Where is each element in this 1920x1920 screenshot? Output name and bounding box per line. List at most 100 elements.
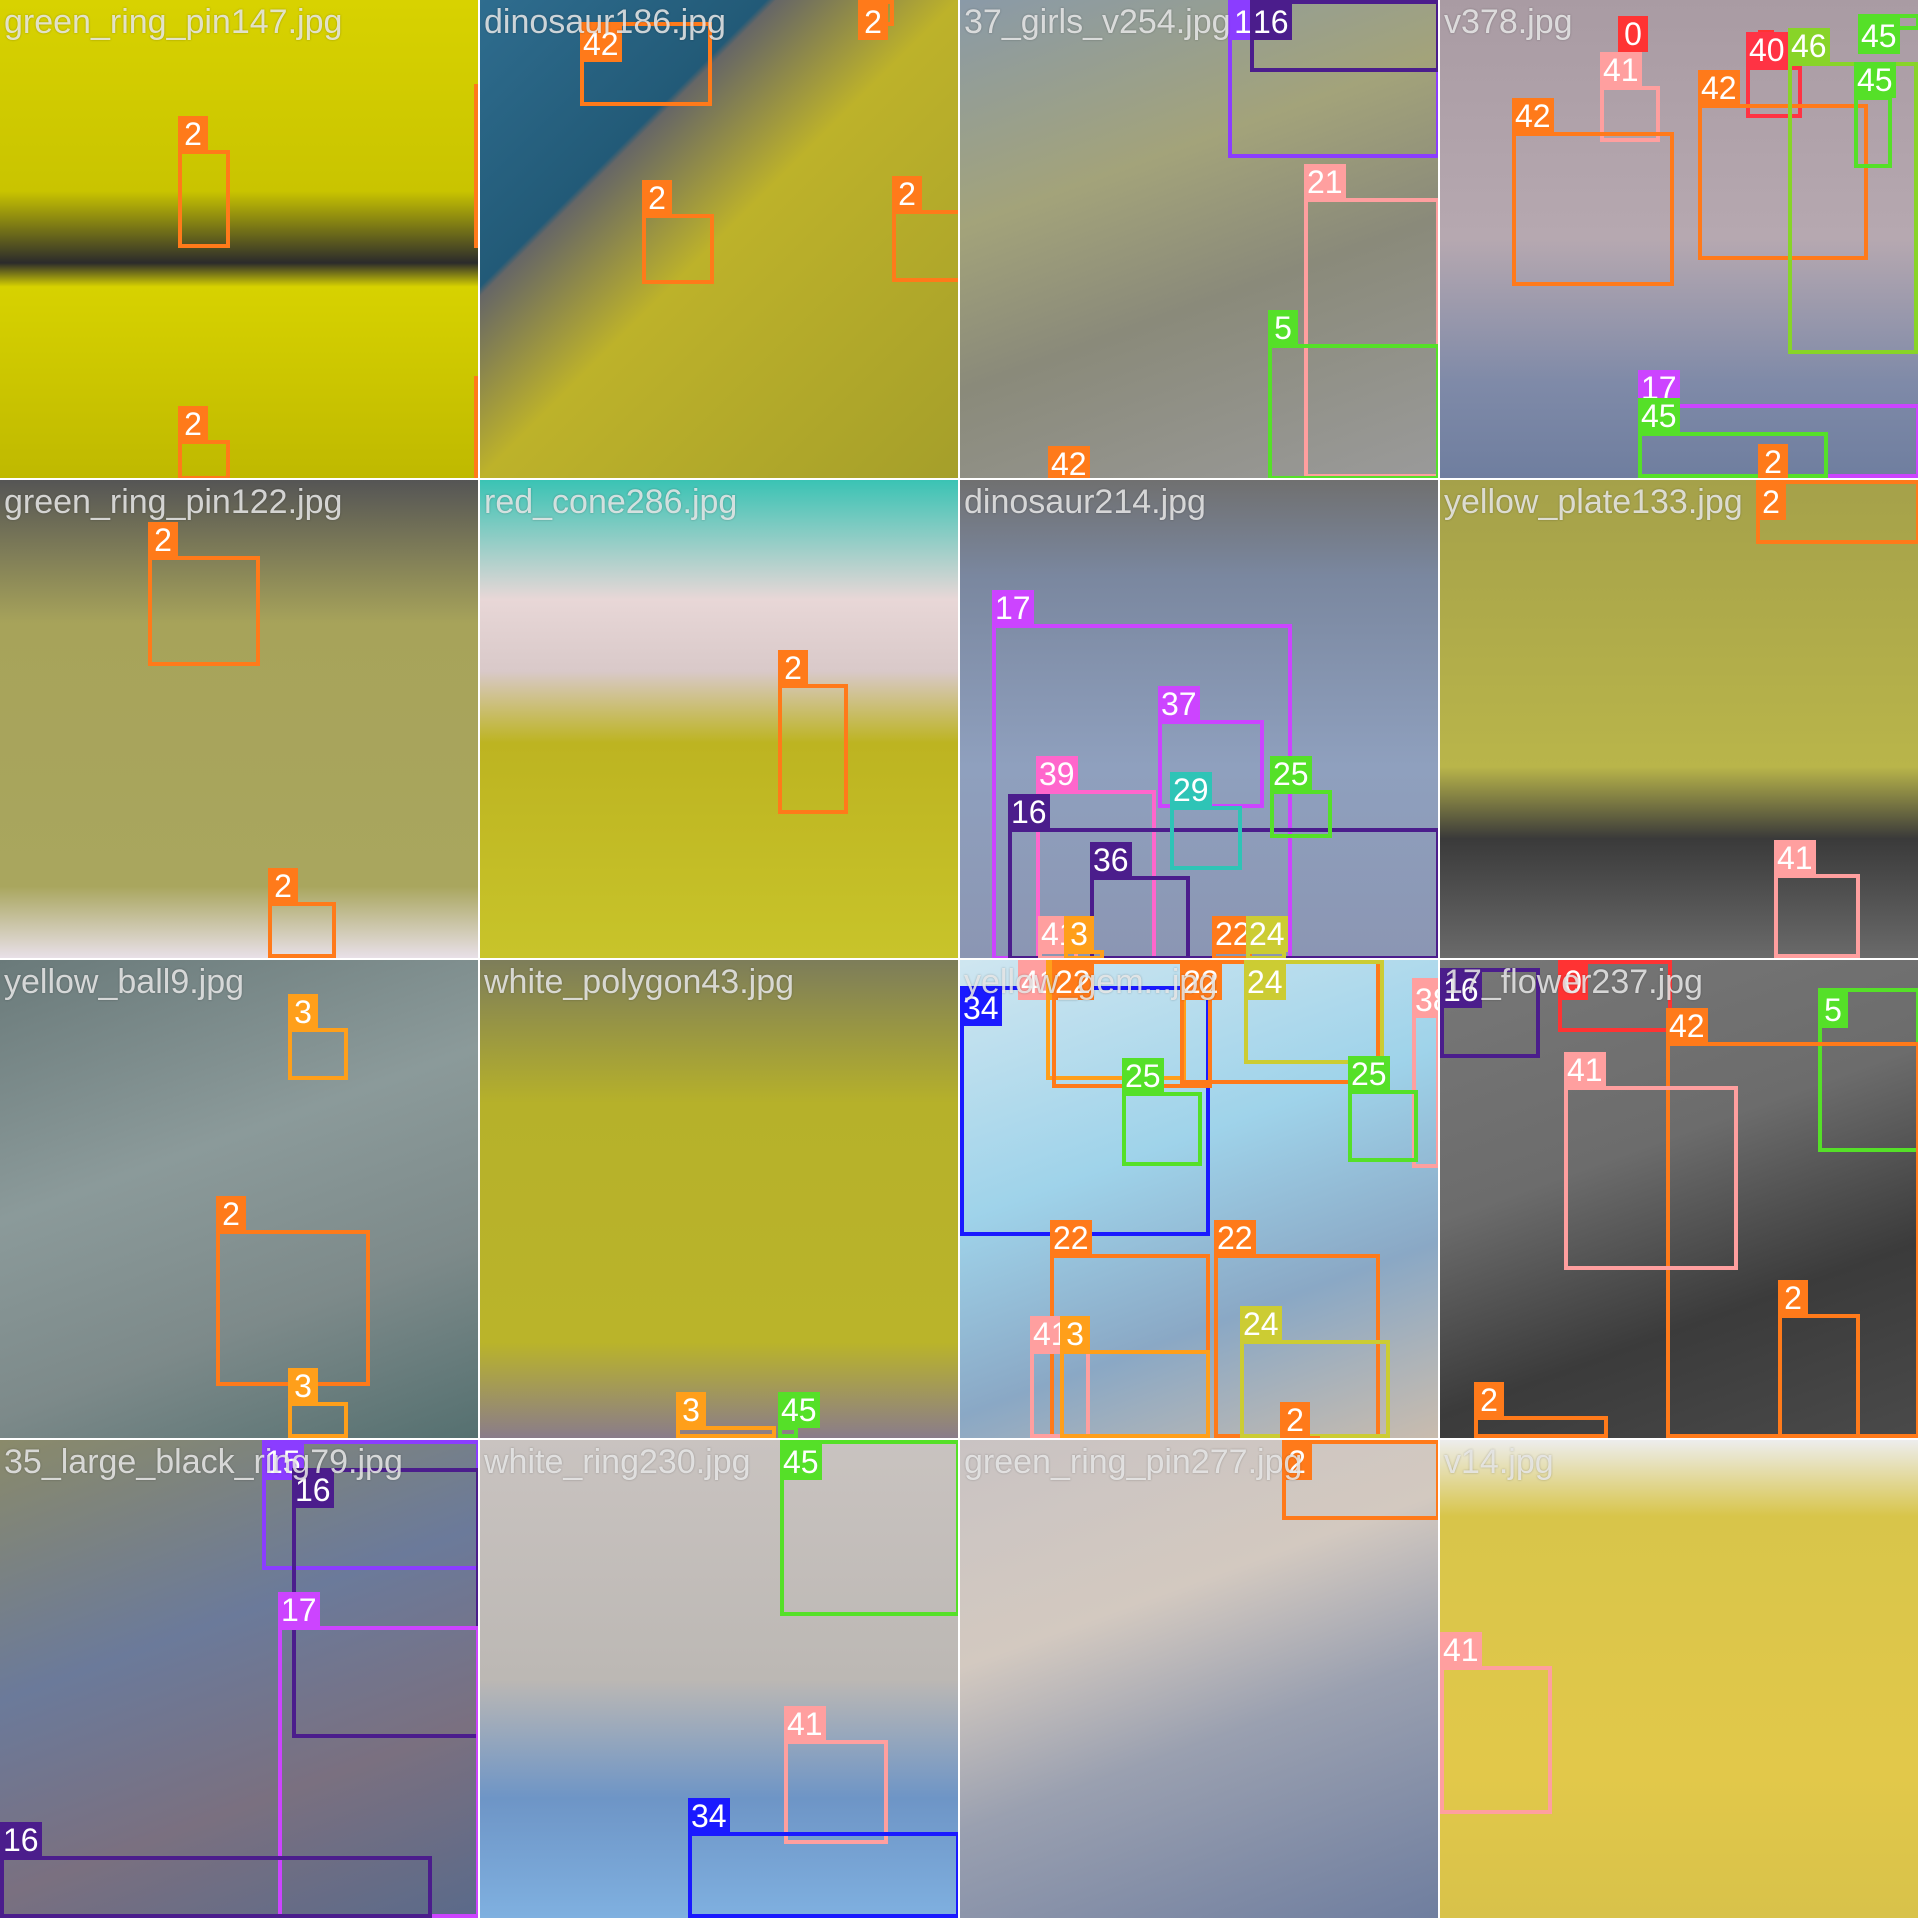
class-label: 29	[1170, 772, 1212, 808]
bounding-box: 0	[1558, 960, 1672, 1032]
bounding-box: 2	[892, 176, 958, 282]
bounding-box: 38	[1412, 978, 1438, 1168]
bounding-box: 2	[474, 376, 478, 478]
tile-image	[0, 0, 478, 478]
class-label: 42	[1512, 98, 1554, 134]
bounding-box: 5	[1268, 310, 1438, 478]
tile-filename: 35_large_black_ring79.jpg	[4, 1443, 403, 1481]
bounding-box: 41	[1774, 840, 1860, 958]
bounding-box: 45	[778, 1392, 820, 1438]
class-label: 3	[676, 1392, 706, 1428]
class-label: 3	[288, 994, 318, 1030]
class-label: 2	[216, 1196, 246, 1232]
bounding-box: 2	[1280, 1402, 1320, 1438]
class-label: 41	[1774, 840, 1816, 876]
mosaic-tile: 35_large_black_ring79.jpg 15 16 17 16	[0, 1440, 478, 1918]
mosaic-tile: yellow_ball9.jpg 3 2 3	[0, 960, 478, 1438]
class-label: 17	[278, 1592, 320, 1628]
class-label: 16	[292, 1472, 334, 1508]
bounding-box: 16	[1440, 968, 1540, 1058]
class-label: 2	[1280, 1402, 1310, 1438]
class-label: 2	[1756, 484, 1786, 520]
class-label: 16	[1008, 794, 1050, 830]
mosaic-tile: dinosaur186.jpg 42 2 2 2	[480, 0, 958, 478]
bounding-box: 16	[1250, 0, 1438, 72]
bounding-box: 24	[1240, 1306, 1390, 1438]
bounding-box: 2	[474, 84, 478, 248]
bounding-box: 34	[688, 1798, 958, 1918]
tile-image	[1440, 480, 1918, 958]
bounding-box: 45	[1858, 14, 1918, 54]
bounding-box: 45	[1638, 398, 1828, 478]
tile-filename: dinosaur186.jpg	[484, 3, 726, 41]
class-label: 39	[1036, 756, 1078, 792]
mosaic-tile: red_cone286.jpg 2	[480, 480, 958, 958]
class-label: 0	[1618, 16, 1648, 52]
bounding-box: 25	[1122, 1058, 1202, 1166]
mosaic-tile: yellow_plate133.jpg 2 41	[1440, 480, 1918, 958]
class-label: 3	[288, 1368, 318, 1404]
tile-image	[480, 0, 958, 478]
class-label: 25	[1122, 1058, 1164, 1094]
class-label: 46	[1788, 28, 1830, 64]
class-label: 22	[1180, 964, 1222, 1000]
tile-filename: green_ring_pin277.jpg	[964, 1443, 1303, 1481]
class-label: 36	[1090, 842, 1132, 878]
class-label: 3	[1064, 916, 1094, 952]
class-label: 2	[178, 406, 208, 442]
class-label: 41	[1564, 1052, 1606, 1088]
bounding-box: 42	[580, 22, 712, 106]
bounding-box: 41	[1440, 1632, 1552, 1814]
class-label: 2	[1282, 1444, 1312, 1480]
mosaic-tile: 17_flower237.jpg 16 0 5 42 41 2 2	[1440, 960, 1918, 1438]
bounding-box: 24	[1246, 916, 1288, 958]
bounding-box: 41	[1600, 52, 1660, 142]
class-label: 2	[474, 84, 478, 120]
mosaic-tile: green_ring_pin277.jpg 2	[960, 1440, 1438, 1918]
tile-image	[960, 0, 1438, 478]
mosaic-tile: white_ring230.jpg 45 41 34	[480, 1440, 958, 1918]
class-label: 2	[858, 4, 888, 40]
tile-filename: 37_girls_v254.jpg	[964, 3, 1231, 41]
bounding-box: 42	[1666, 1008, 1918, 1438]
bounding-box: 36	[1090, 842, 1190, 958]
tile-image	[0, 480, 478, 958]
class-label: 22	[1214, 1220, 1256, 1256]
class-label: 2	[474, 376, 478, 412]
tile-image	[1440, 1440, 1918, 1918]
class-label: 2	[1778, 1280, 1808, 1316]
class-label: 2	[1474, 1382, 1504, 1418]
tile-filename: green_ring_pin122.jpg	[4, 483, 343, 521]
mosaic-tile: dinosaur214.jpg 17 37 39 16 29 25 36 41 3 22 24	[960, 480, 1438, 958]
bounding-box: 46	[1788, 28, 1918, 354]
tile-filename: white_ring230.jpg	[484, 1443, 751, 1481]
class-label: 34	[960, 990, 1002, 1026]
bounding-box: 2	[778, 650, 848, 814]
class-label: 16	[1250, 4, 1292, 40]
class-label: 22	[1050, 1220, 1092, 1256]
class-label: 42	[1048, 446, 1090, 478]
bounding-box: 45	[780, 1440, 958, 1616]
bounding-box: 21	[1304, 164, 1438, 478]
class-label: 2	[268, 868, 298, 904]
bounding-box: 41	[1564, 1052, 1738, 1270]
class-label: 21	[1304, 164, 1346, 200]
tile-filename: yellow_plate133.jpg	[1444, 483, 1743, 521]
bounding-box: 40	[1746, 32, 1802, 118]
bounding-box: 2	[1756, 480, 1918, 544]
tile-filename: dinosaur214.jpg	[964, 483, 1206, 521]
bounding-box: 42	[1698, 70, 1868, 260]
class-label: 45	[1854, 62, 1896, 98]
tile-image	[480, 480, 958, 958]
class-label: 41	[1600, 52, 1642, 88]
mosaic-tile: white_polygon43.jpg 3 45	[480, 960, 958, 1438]
bounding-box: 2	[1282, 1440, 1438, 1520]
class-label: 24	[1246, 916, 1288, 952]
bounding-box: 2	[268, 868, 336, 958]
class-label: 2	[892, 176, 922, 212]
bounding-box: 25	[1348, 1056, 1418, 1162]
class-label: 25	[1270, 756, 1312, 792]
bounding-box: 2	[216, 1196, 370, 1386]
class-label: 41	[1440, 1632, 1482, 1668]
